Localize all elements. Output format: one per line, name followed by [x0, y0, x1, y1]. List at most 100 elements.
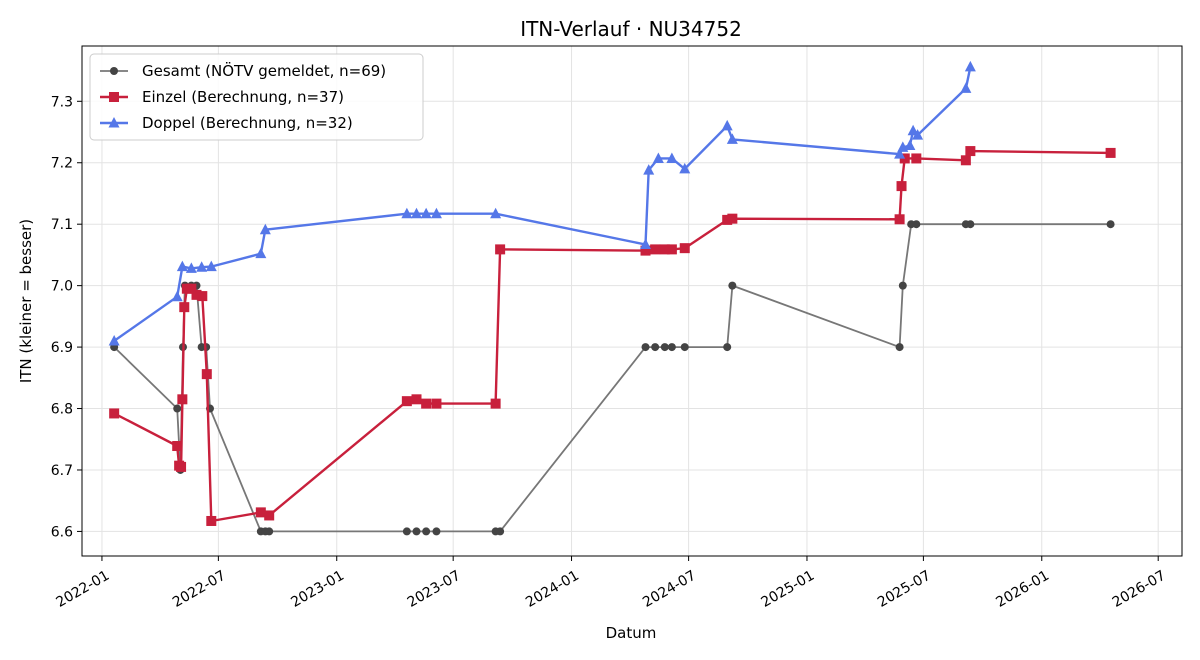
x-tick-label: 2023-07 — [405, 568, 464, 611]
data-point — [265, 527, 274, 536]
data-point — [490, 398, 501, 409]
data-point — [680, 343, 689, 352]
y-tick-label: 7.3 — [51, 94, 73, 110]
data-point — [728, 281, 737, 290]
data-point — [431, 398, 442, 409]
data-point — [894, 148, 906, 159]
data-point — [490, 207, 502, 219]
x-tick-label: 2024-01 — [523, 568, 582, 611]
x-tick-label: 2026-07 — [1110, 568, 1169, 611]
data-point — [264, 510, 275, 521]
y-axis-label: ITN (kleiner = besser) — [17, 219, 35, 383]
data-point — [722, 214, 733, 225]
data-point — [651, 343, 660, 352]
y-tick-label: 6.7 — [51, 463, 73, 479]
data-point — [679, 162, 691, 174]
data-point — [176, 260, 188, 272]
data-point — [666, 152, 678, 163]
data-point — [422, 527, 431, 536]
legend-label: Doppel (Berechnung, n=32) — [142, 114, 353, 132]
data-point — [196, 261, 208, 272]
series-line — [113, 223, 1111, 533]
data-point — [896, 181, 907, 192]
data-point — [172, 441, 183, 452]
legend-box — [89, 53, 424, 141]
data-point — [721, 119, 733, 131]
data-point — [401, 207, 413, 219]
data-point — [495, 244, 506, 255]
data-point — [898, 281, 907, 290]
data-point — [679, 243, 690, 254]
data-point — [255, 507, 266, 518]
data-point — [727, 213, 738, 224]
data-point — [421, 398, 432, 409]
x-tick-label: 2026-01 — [993, 568, 1052, 611]
legend-label: Einzel (Berechnung, n=37) — [142, 88, 344, 106]
y-tick-label: 7.2 — [51, 156, 73, 172]
plot-frame — [81, 45, 1183, 557]
data-point — [402, 527, 411, 536]
legend-label: Gesamt (NÖTV gemeldet, n=69) — [142, 61, 386, 80]
data-point — [912, 220, 921, 229]
data-point — [894, 214, 905, 225]
data-point — [666, 244, 677, 255]
x-tick-label: 2024-07 — [640, 568, 699, 611]
x-tick-label: 2022-01 — [54, 568, 113, 611]
y-tick-label: 7.0 — [51, 279, 73, 295]
data-point — [640, 238, 652, 249]
data-point — [643, 164, 655, 175]
data-point — [411, 394, 422, 405]
data-point — [430, 207, 442, 219]
data-point — [173, 404, 182, 413]
data-point — [640, 245, 651, 256]
x-tick-label: 2023-01 — [288, 568, 347, 611]
data-point — [186, 283, 197, 294]
data-point — [904, 139, 916, 151]
data-point — [641, 343, 650, 352]
data-point — [1106, 220, 1115, 229]
x-tick-label: 2025-07 — [875, 568, 934, 611]
y-tick-label: 6.9 — [51, 340, 73, 356]
legend: Gesamt (NÖTV gemeldet, n=69) Einzel (Bere… — [89, 53, 424, 141]
data-point — [412, 527, 421, 536]
chart-title: ITN-Verlauf · NU34752 — [520, 17, 742, 41]
data-point — [667, 343, 676, 352]
data-point — [496, 527, 505, 536]
data-point — [259, 223, 271, 235]
x-tick-label: 2022-07 — [170, 568, 229, 611]
series-0 — [110, 220, 1115, 536]
data-point — [108, 334, 120, 346]
data-point — [964, 60, 976, 72]
data-point — [205, 260, 217, 272]
data-point — [895, 343, 904, 352]
data-point — [723, 343, 732, 352]
series-line — [113, 149, 1111, 523]
data-point — [432, 527, 441, 536]
data-point — [726, 133, 738, 144]
data-point — [206, 515, 217, 526]
y-tick-label: 6.8 — [51, 402, 73, 418]
data-point — [201, 369, 212, 380]
legend-entry: Einzel (Berechnung, n=37) — [100, 88, 344, 106]
data-point — [401, 396, 412, 407]
legend-marker — [110, 67, 118, 75]
y-tick-label: 7.1 — [51, 217, 73, 233]
legend-marker — [109, 92, 119, 102]
x-tick-label: 2025-01 — [759, 568, 818, 611]
data-point — [171, 290, 183, 302]
series-layer — [108, 60, 1116, 536]
data-point — [650, 244, 661, 255]
data-point — [660, 343, 669, 352]
series-1 — [109, 146, 1116, 526]
legend-entry: Gesamt (NÖTV gemeldet, n=69) — [100, 61, 386, 80]
legend-marker — [108, 117, 120, 128]
data-point — [966, 220, 975, 229]
data-point — [185, 262, 197, 273]
data-point — [411, 207, 423, 219]
data-point — [177, 394, 188, 405]
data-point — [960, 155, 971, 166]
data-point — [255, 247, 267, 259]
data-point — [1105, 147, 1116, 158]
y-tick-label: 6.6 — [51, 524, 73, 540]
